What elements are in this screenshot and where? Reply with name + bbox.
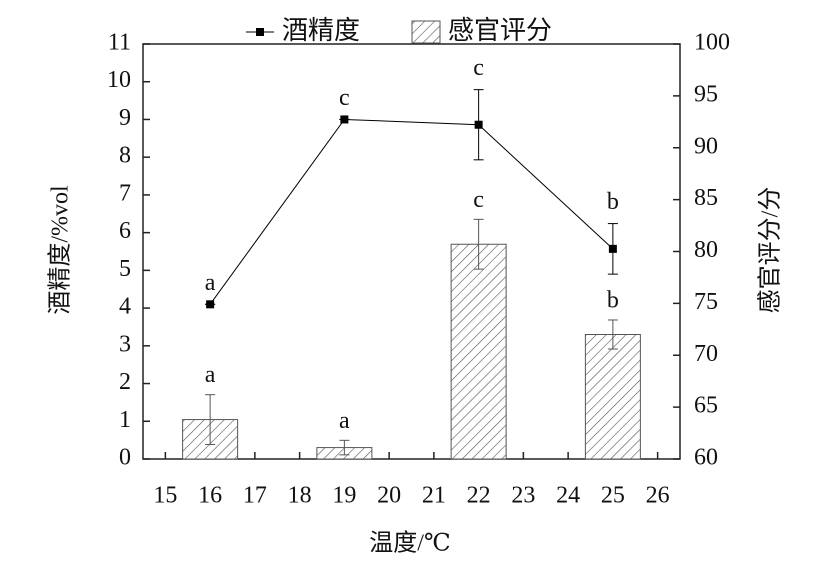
y2-tick-label: 60 [694, 445, 718, 471]
point [474, 120, 483, 129]
legend-marker [256, 28, 264, 36]
y2-tick-label: 85 [694, 185, 718, 211]
y2-tick-label: 95 [694, 81, 718, 107]
x-tick-label: 16 [198, 483, 222, 509]
y2-tick-label: 70 [694, 341, 718, 367]
y-tick-label: 5 [119, 256, 131, 282]
x-tick-label: 24 [556, 483, 580, 509]
y2-tick-label: 90 [694, 133, 718, 159]
x-tick-label: 19 [332, 483, 356, 509]
significance-letter: c [339, 85, 350, 111]
y-tick-label: 2 [119, 369, 131, 395]
y-tick-label: 3 [119, 331, 131, 357]
x-axis-title: 温度/℃ [369, 530, 451, 557]
line [209, 118, 614, 305]
x-tick-label: 26 [646, 483, 670, 509]
significance-letter: b [607, 189, 619, 215]
x-tick-label: 23 [511, 483, 535, 509]
legend-swatch [411, 20, 441, 44]
point [340, 115, 349, 124]
significance-letter: a [205, 362, 216, 388]
x-tick-label: 25 [601, 483, 625, 509]
significance-letter: a [339, 408, 350, 434]
x-tick-label: 21 [422, 483, 446, 509]
x-tick-label: 22 [467, 483, 491, 509]
x-tick-label: 17 [243, 483, 267, 509]
significance-letter: c [473, 55, 484, 81]
y-tick-label: 4 [119, 294, 131, 320]
y2-tick-label: 100 [694, 30, 730, 56]
legend-label: 酒精度 [282, 16, 360, 45]
y-tick-label: 11 [108, 30, 131, 56]
y-tick-label: 6 [119, 218, 131, 244]
y-tick-label: 10 [107, 67, 131, 93]
point [206, 300, 215, 309]
x-tick-label: 18 [288, 483, 312, 509]
y-tick-label: 9 [119, 105, 131, 131]
significance-letter: a [205, 270, 216, 296]
bar [450, 243, 507, 460]
significance-letter: b [607, 287, 619, 313]
bar [584, 334, 641, 460]
y-tick-label: 7 [119, 180, 131, 206]
y2-tick-label: 75 [694, 289, 718, 315]
y-tick-label: 1 [119, 407, 131, 433]
y2-tick-label: 80 [694, 237, 718, 263]
y-tick-label: 0 [119, 445, 131, 471]
y-axis-title: 酒精度/%vol [47, 185, 74, 315]
y2-tick-label: 65 [694, 393, 718, 419]
x-tick-label: 15 [153, 483, 177, 509]
significance-letter: c [473, 187, 484, 213]
legend-label: 感官评分 [448, 16, 552, 45]
y-tick-label: 8 [119, 143, 131, 169]
point [608, 244, 617, 253]
x-tick-label: 20 [377, 483, 401, 509]
y2-axis-title: 感官评分/分 [757, 187, 784, 314]
